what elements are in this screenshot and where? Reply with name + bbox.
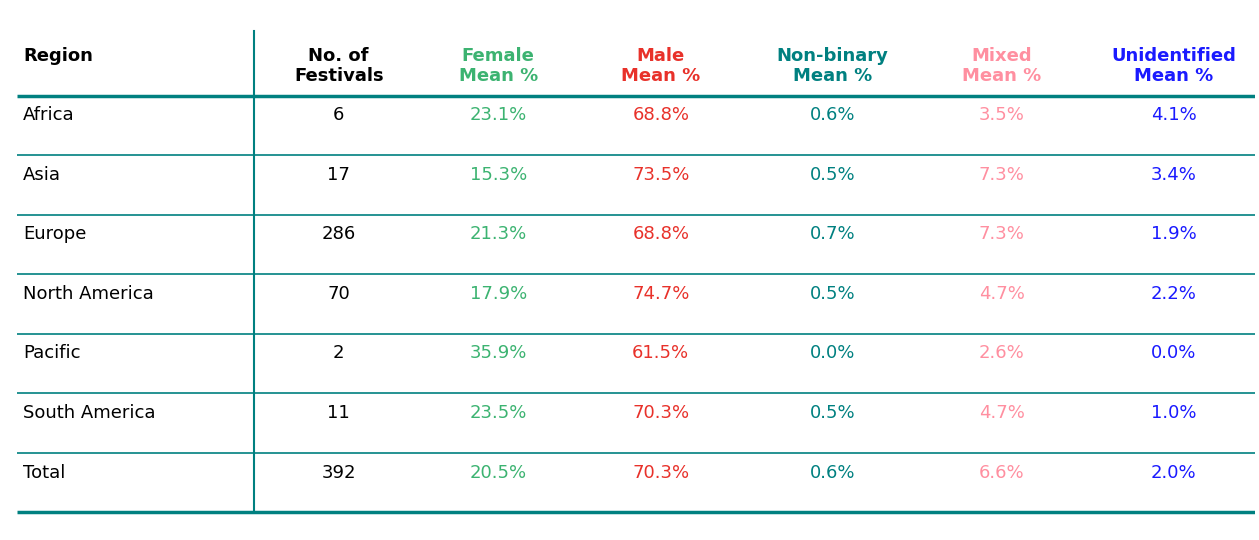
Text: Region: Region — [23, 46, 93, 65]
Text: 68.8%: 68.8% — [632, 225, 689, 244]
Text: 11: 11 — [327, 404, 350, 422]
Text: Mixed
Mean %: Mixed Mean % — [962, 46, 1041, 85]
Text: 0.0%: 0.0% — [1151, 345, 1196, 362]
Text: 70: 70 — [327, 285, 350, 303]
Text: 3.5%: 3.5% — [978, 106, 1025, 124]
Text: 17.9%: 17.9% — [470, 285, 526, 303]
Text: South America: South America — [23, 404, 155, 422]
Text: 73.5%: 73.5% — [632, 166, 690, 184]
Text: 23.5%: 23.5% — [470, 404, 526, 422]
Text: 1.0%: 1.0% — [1151, 404, 1196, 422]
Text: North America: North America — [23, 285, 154, 303]
Text: Female
Mean %: Female Mean % — [458, 46, 538, 85]
Text: Male
Mean %: Male Mean % — [621, 46, 700, 85]
Text: 2.6%: 2.6% — [978, 345, 1025, 362]
Text: 0.6%: 0.6% — [810, 463, 855, 482]
Text: 15.3%: 15.3% — [470, 166, 526, 184]
Text: 0.7%: 0.7% — [810, 225, 856, 244]
Text: 392: 392 — [321, 463, 356, 482]
Text: Africa: Africa — [23, 106, 74, 124]
Text: 1.9%: 1.9% — [1151, 225, 1196, 244]
Text: 6.6%: 6.6% — [978, 463, 1025, 482]
Text: Total: Total — [23, 463, 65, 482]
Text: 70.3%: 70.3% — [632, 463, 690, 482]
Text: 68.8%: 68.8% — [632, 106, 689, 124]
Text: 35.9%: 35.9% — [470, 345, 526, 362]
Text: 2.2%: 2.2% — [1151, 285, 1196, 303]
Text: Non-binary
Mean %: Non-binary Mean % — [777, 46, 889, 85]
Text: 70.3%: 70.3% — [632, 404, 690, 422]
Text: 20.5%: 20.5% — [470, 463, 526, 482]
Text: 4.7%: 4.7% — [978, 285, 1025, 303]
Text: 6: 6 — [334, 106, 345, 124]
Text: 4.7%: 4.7% — [978, 404, 1025, 422]
Text: 21.3%: 21.3% — [470, 225, 526, 244]
Text: Europe: Europe — [23, 225, 87, 244]
Text: Asia: Asia — [23, 166, 60, 184]
Text: No. of
Festivals: No. of Festivals — [293, 46, 384, 85]
Text: 286: 286 — [321, 225, 356, 244]
Text: 0.6%: 0.6% — [810, 106, 855, 124]
Text: 0.5%: 0.5% — [810, 285, 856, 303]
Text: 2.0%: 2.0% — [1151, 463, 1196, 482]
Text: Pacific: Pacific — [23, 345, 81, 362]
Text: 0.0%: 0.0% — [810, 345, 855, 362]
Text: 2: 2 — [332, 345, 345, 362]
Text: 61.5%: 61.5% — [632, 345, 690, 362]
Text: 74.7%: 74.7% — [632, 285, 690, 303]
Text: 0.5%: 0.5% — [810, 404, 856, 422]
Text: 0.5%: 0.5% — [810, 166, 856, 184]
Text: 7.3%: 7.3% — [978, 225, 1025, 244]
Text: 3.4%: 3.4% — [1151, 166, 1196, 184]
Text: 7.3%: 7.3% — [978, 166, 1025, 184]
Text: 23.1%: 23.1% — [470, 106, 526, 124]
Text: 4.1%: 4.1% — [1151, 106, 1196, 124]
Text: 17: 17 — [327, 166, 350, 184]
Text: Unidentified
Mean %: Unidentified Mean % — [1112, 46, 1236, 85]
